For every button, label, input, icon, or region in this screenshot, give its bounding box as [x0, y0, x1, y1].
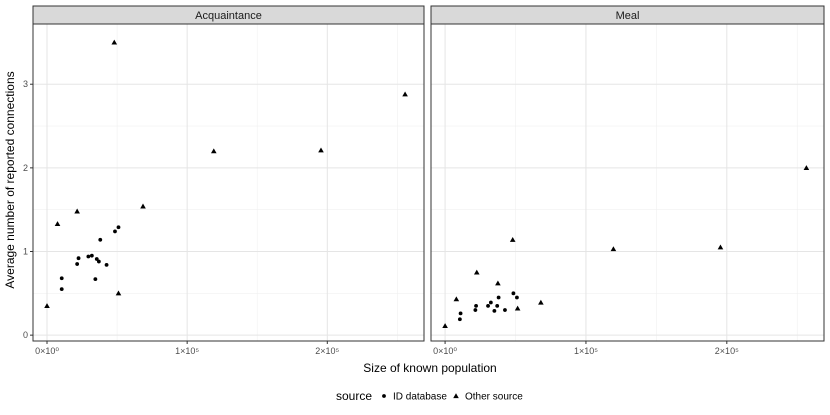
legend: source ID database Other source: [336, 389, 523, 403]
data-point-other-source: [453, 296, 460, 302]
facet-strip-label: Meal: [616, 10, 640, 22]
data-point-other-source: [610, 246, 617, 252]
x-tick-label: 2×10⁵: [315, 346, 339, 356]
data-point-id-database: [93, 277, 98, 282]
legend-key-triangle: [453, 393, 459, 399]
legend-entry-label: ID database: [393, 392, 447, 403]
facet-strip-label: Acquaintance: [195, 10, 262, 22]
data-point-other-source: [538, 299, 544, 305]
data-point-id-database: [495, 303, 500, 308]
data-point-id-database: [59, 287, 64, 292]
data-point-other-source: [140, 203, 146, 209]
data-point-id-database: [89, 253, 94, 258]
legend-title: source: [336, 389, 372, 403]
x-tick-label: 1×10⁵: [175, 346, 199, 356]
data-point-id-database: [458, 311, 463, 316]
plot-background: [431, 24, 824, 341]
legend-key-circle: [382, 394, 386, 398]
data-point-id-database: [488, 300, 493, 305]
data-point-id-database: [511, 291, 516, 296]
data-point-id-database: [515, 295, 519, 300]
panel-border: [32, 23, 425, 342]
data-point-id-database: [104, 262, 109, 267]
x-tick-label: 0×10⁰: [433, 346, 457, 356]
data-point-other-source: [514, 305, 521, 311]
data-point-id-database: [59, 276, 64, 281]
data-point-id-database: [492, 308, 497, 313]
data-point-other-source: [717, 244, 724, 250]
y-tick-label: 1: [23, 247, 28, 257]
y-tick-label: 2: [23, 163, 28, 173]
x-tick-label: 1×10⁵: [574, 346, 598, 356]
legend-entries: ID database Other source: [382, 392, 523, 403]
x-tick-label: 0×10⁰: [35, 346, 59, 356]
panel-border: [430, 23, 825, 342]
y-tick-label: 3: [23, 79, 28, 89]
data-point-other-source: [509, 236, 516, 242]
data-point-other-source: [803, 165, 810, 170]
y-axis-title: Average number of reported connections: [3, 71, 17, 288]
legend-entry-label: Other source: [465, 392, 523, 403]
data-point-id-database: [86, 254, 91, 259]
data-point-id-database: [486, 303, 490, 308]
data-point-id-database: [113, 229, 117, 234]
data-point-other-source: [402, 91, 408, 97]
data-point-other-source: [210, 148, 217, 154]
data-point-id-database: [116, 225, 121, 230]
data-point-other-source: [495, 280, 501, 286]
y-tick-label: 0: [23, 330, 28, 340]
data-point-other-source: [115, 290, 122, 296]
data-point-id-database: [473, 308, 478, 312]
data-point-id-database: [76, 256, 81, 261]
data-point-id-database: [496, 295, 501, 300]
panels-layer: Acquaintance 0×10⁰ 1×10⁵ 2×10⁵ 0 1 2 3 Meal 0×10⁰…: [23, 5, 825, 356]
data-point-other-source: [74, 208, 80, 214]
data-point-other-source: [111, 39, 118, 45]
data-point-id-database: [457, 317, 462, 322]
data-point-id-database: [75, 262, 80, 266]
x-axis-title: Size of known population: [363, 361, 496, 375]
panel-0: Acquaintance 0×10⁰ 1×10⁵ 2×10⁵ 0 1 2 3: [23, 5, 425, 356]
data-point-other-source: [318, 147, 324, 153]
data-point-id-database: [94, 257, 99, 261]
data-point-other-source: [44, 303, 50, 308]
x-tick-label: 2×10⁵: [715, 346, 739, 356]
data-point-other-source: [54, 221, 61, 227]
data-point-id-database: [96, 259, 101, 264]
data-point-other-source: [473, 269, 480, 275]
data-point-id-database: [98, 237, 103, 242]
data-point-id-database: [474, 303, 478, 308]
panel-1: Meal 0×10⁰ 1×10⁵ 2×10⁵: [430, 5, 825, 356]
data-point-id-database: [503, 308, 507, 312]
data-point-other-source: [442, 323, 448, 329]
plot-background: [33, 24, 424, 341]
